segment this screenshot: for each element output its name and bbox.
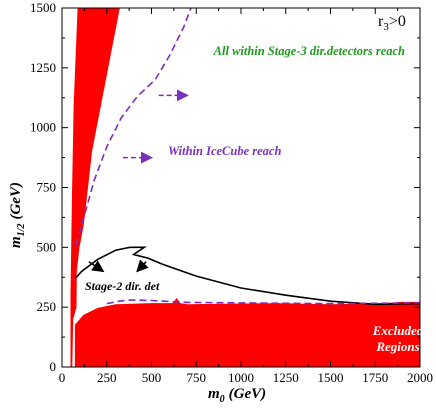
y-tick-label-1: 250 xyxy=(37,299,57,314)
icecube-annotation: Within IceCube reach xyxy=(168,144,281,158)
corner-label: r3>0 xyxy=(378,13,406,33)
stage2-reach-curve xyxy=(74,246,420,306)
icecube-reach-curve-3 xyxy=(75,8,192,246)
icecube-reach-curve-4 xyxy=(106,299,420,305)
annotation-arrow-7 xyxy=(88,260,105,273)
x-tick-label-6: 1500 xyxy=(318,370,344,385)
excluded-annotation-line1: Excluded xyxy=(372,323,424,338)
y-tick-label-2: 500 xyxy=(37,239,57,254)
y-tick-label-4: 1000 xyxy=(30,120,56,135)
stage2-annotation: Stage-2 dir. det xyxy=(85,279,160,293)
y-tick-label-3: 750 xyxy=(37,180,57,195)
excluded-region-1 xyxy=(74,297,420,367)
x-tick-label-0: 0 xyxy=(59,370,66,385)
x-tick-label-3: 750 xyxy=(187,370,207,385)
x-tick-label-8: 2000 xyxy=(407,370,433,385)
stage3-annotation: All within Stage-3 dir.detectors reach xyxy=(213,44,405,58)
excluded-annotation-line2: Regions xyxy=(375,339,419,354)
x-tick-label-1: 250 xyxy=(97,370,117,385)
y-tick-label-5: 1250 xyxy=(30,60,56,75)
y-tick-label-6: 1500 xyxy=(30,0,56,15)
y-axis-title: m1/2(GeV) xyxy=(8,182,27,248)
x-tick-label-2: 500 xyxy=(142,370,162,385)
x-tick-label-7: 1750 xyxy=(362,370,388,385)
y-tick-label-0: 0 xyxy=(50,359,57,374)
x-tick-label-4: 1000 xyxy=(228,370,254,385)
x-tick-label-5: 1250 xyxy=(273,370,299,385)
x-axis-title: m0 (GeV) xyxy=(208,386,266,405)
annotation-arrow-8 xyxy=(136,259,149,273)
excluded-region-0 xyxy=(70,8,120,367)
